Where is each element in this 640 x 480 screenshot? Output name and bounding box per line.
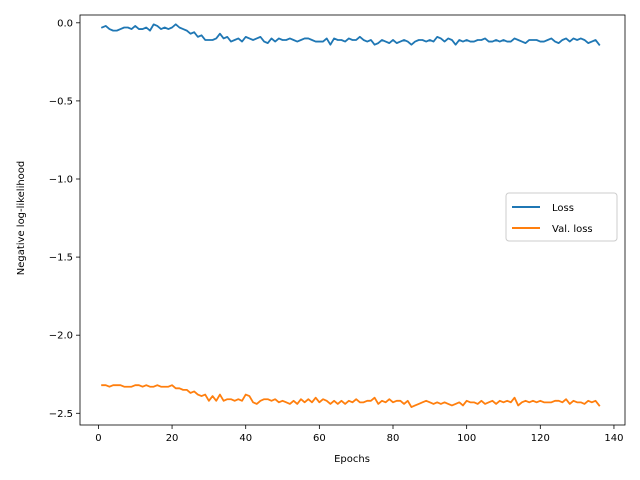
- y-axis: 0.0 −0.5 −1.0 −1.5 −2.0 −2.5: [49, 18, 80, 420]
- x-axis-label: Epochs: [334, 454, 370, 465]
- legend-label-val-loss: Val. loss: [552, 224, 593, 235]
- x-tick-label: 60: [313, 433, 326, 444]
- y-tick-label: −0.5: [49, 96, 73, 107]
- y-tick-label: 0.0: [57, 18, 73, 29]
- series-line-val-loss: [101, 384, 601, 408]
- x-tick-label: 40: [239, 433, 252, 444]
- y-tick-label: −1.0: [49, 175, 73, 186]
- y-tick-label: −1.5: [49, 253, 73, 264]
- y-tick-label: −2.5: [49, 409, 73, 420]
- x-tick-label: 20: [166, 433, 179, 444]
- x-tick-label: 140: [604, 433, 623, 444]
- series-line-loss: [100, 23, 601, 46]
- y-axis-label: Negative log-likelihood: [16, 161, 27, 276]
- x-axis: 0 20 40 60 80 100 120 140: [95, 425, 623, 444]
- series-layer: [100, 23, 601, 408]
- x-tick-label: 80: [387, 433, 400, 444]
- plot-area-frame: [79, 14, 626, 426]
- x-tick-label: 0: [95, 433, 101, 444]
- y-tick-label: −2.0: [49, 331, 73, 342]
- x-tick-label: 100: [457, 433, 476, 444]
- x-tick-label: 120: [531, 433, 550, 444]
- legend-label-loss: Loss: [552, 203, 574, 214]
- legend: Loss Val. loss: [505, 192, 618, 242]
